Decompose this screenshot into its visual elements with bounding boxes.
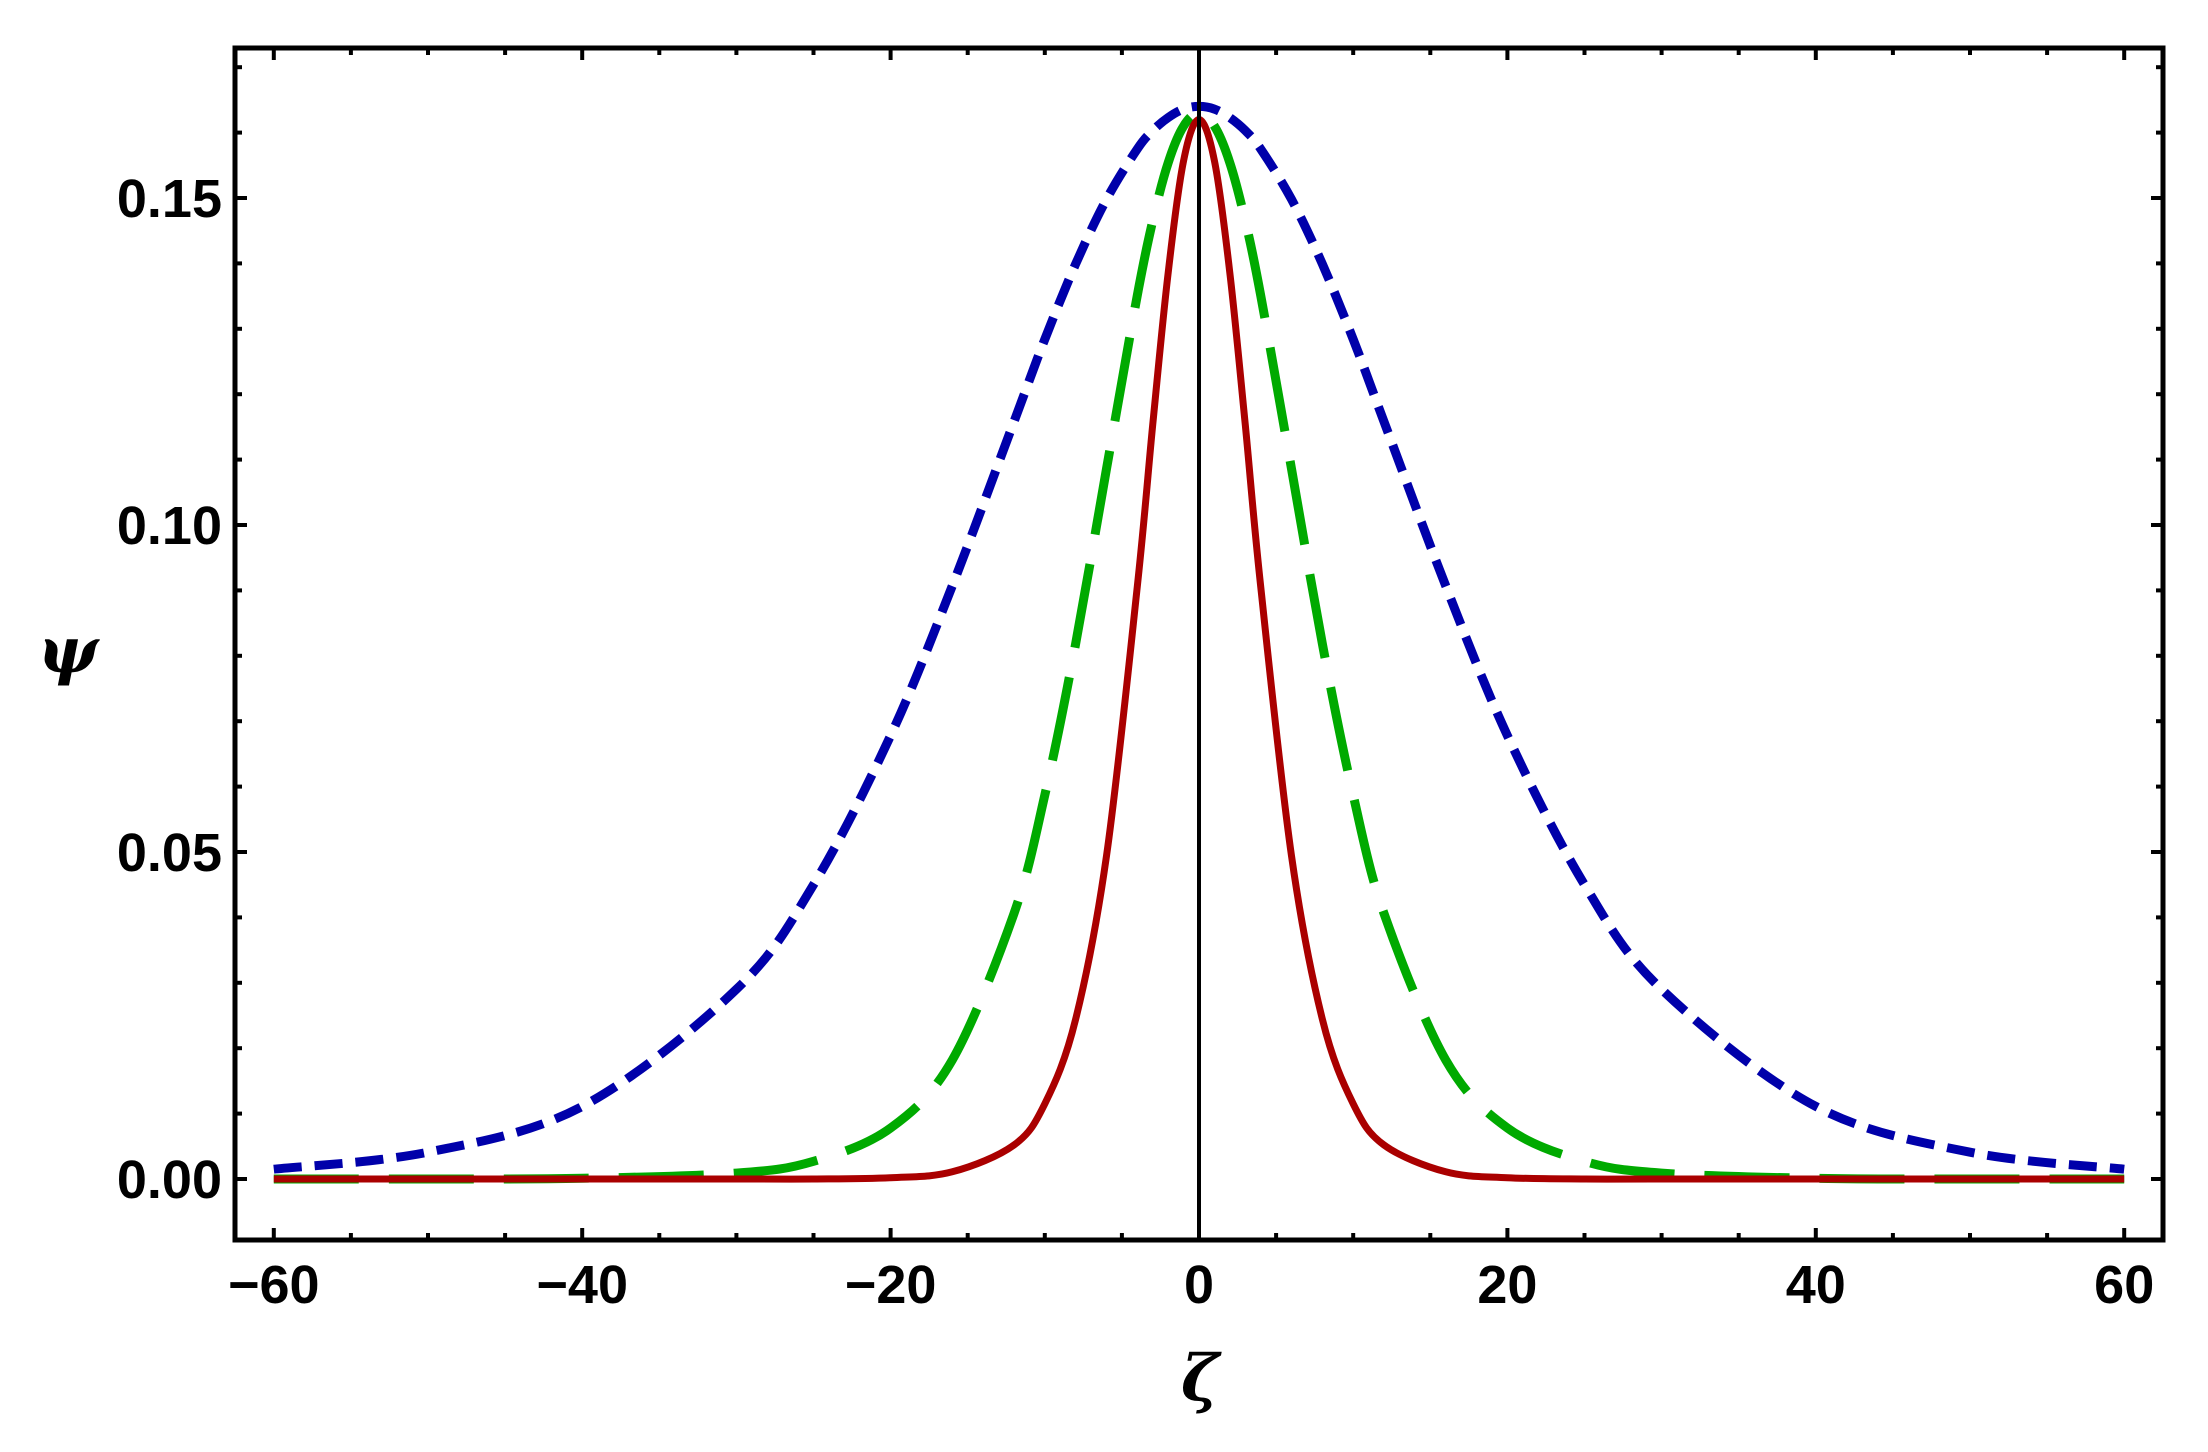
- x-tick-label: 40: [1786, 1255, 1846, 1315]
- y-tick-labels: 0.00 0.05 0.10 0.15: [117, 169, 222, 1210]
- plot-frame: [232, 45, 2166, 1243]
- x-tick-label: −20: [845, 1255, 937, 1315]
- series-green-long-dashed: [273, 108, 2125, 1184]
- y-tick-label: 0.00: [117, 1150, 222, 1210]
- y-axis-label: ψ: [38, 613, 100, 688]
- x-axis-label: ζ: [1181, 1341, 1222, 1416]
- y-tick-label: 0.10: [117, 496, 222, 556]
- x-tick-label: 20: [1477, 1255, 1537, 1315]
- x-tick-label: −60: [228, 1255, 320, 1315]
- x-tick-label: 0: [1184, 1255, 1214, 1315]
- x-tick-label: 60: [2094, 1255, 2154, 1315]
- y-tick-label: 0.15: [117, 169, 222, 229]
- y-tick-label: 0.05: [117, 823, 222, 883]
- x-tick-label: −40: [536, 1255, 628, 1315]
- x-tick-labels: −60 −40 −20 0 20 40 60: [228, 1255, 2154, 1315]
